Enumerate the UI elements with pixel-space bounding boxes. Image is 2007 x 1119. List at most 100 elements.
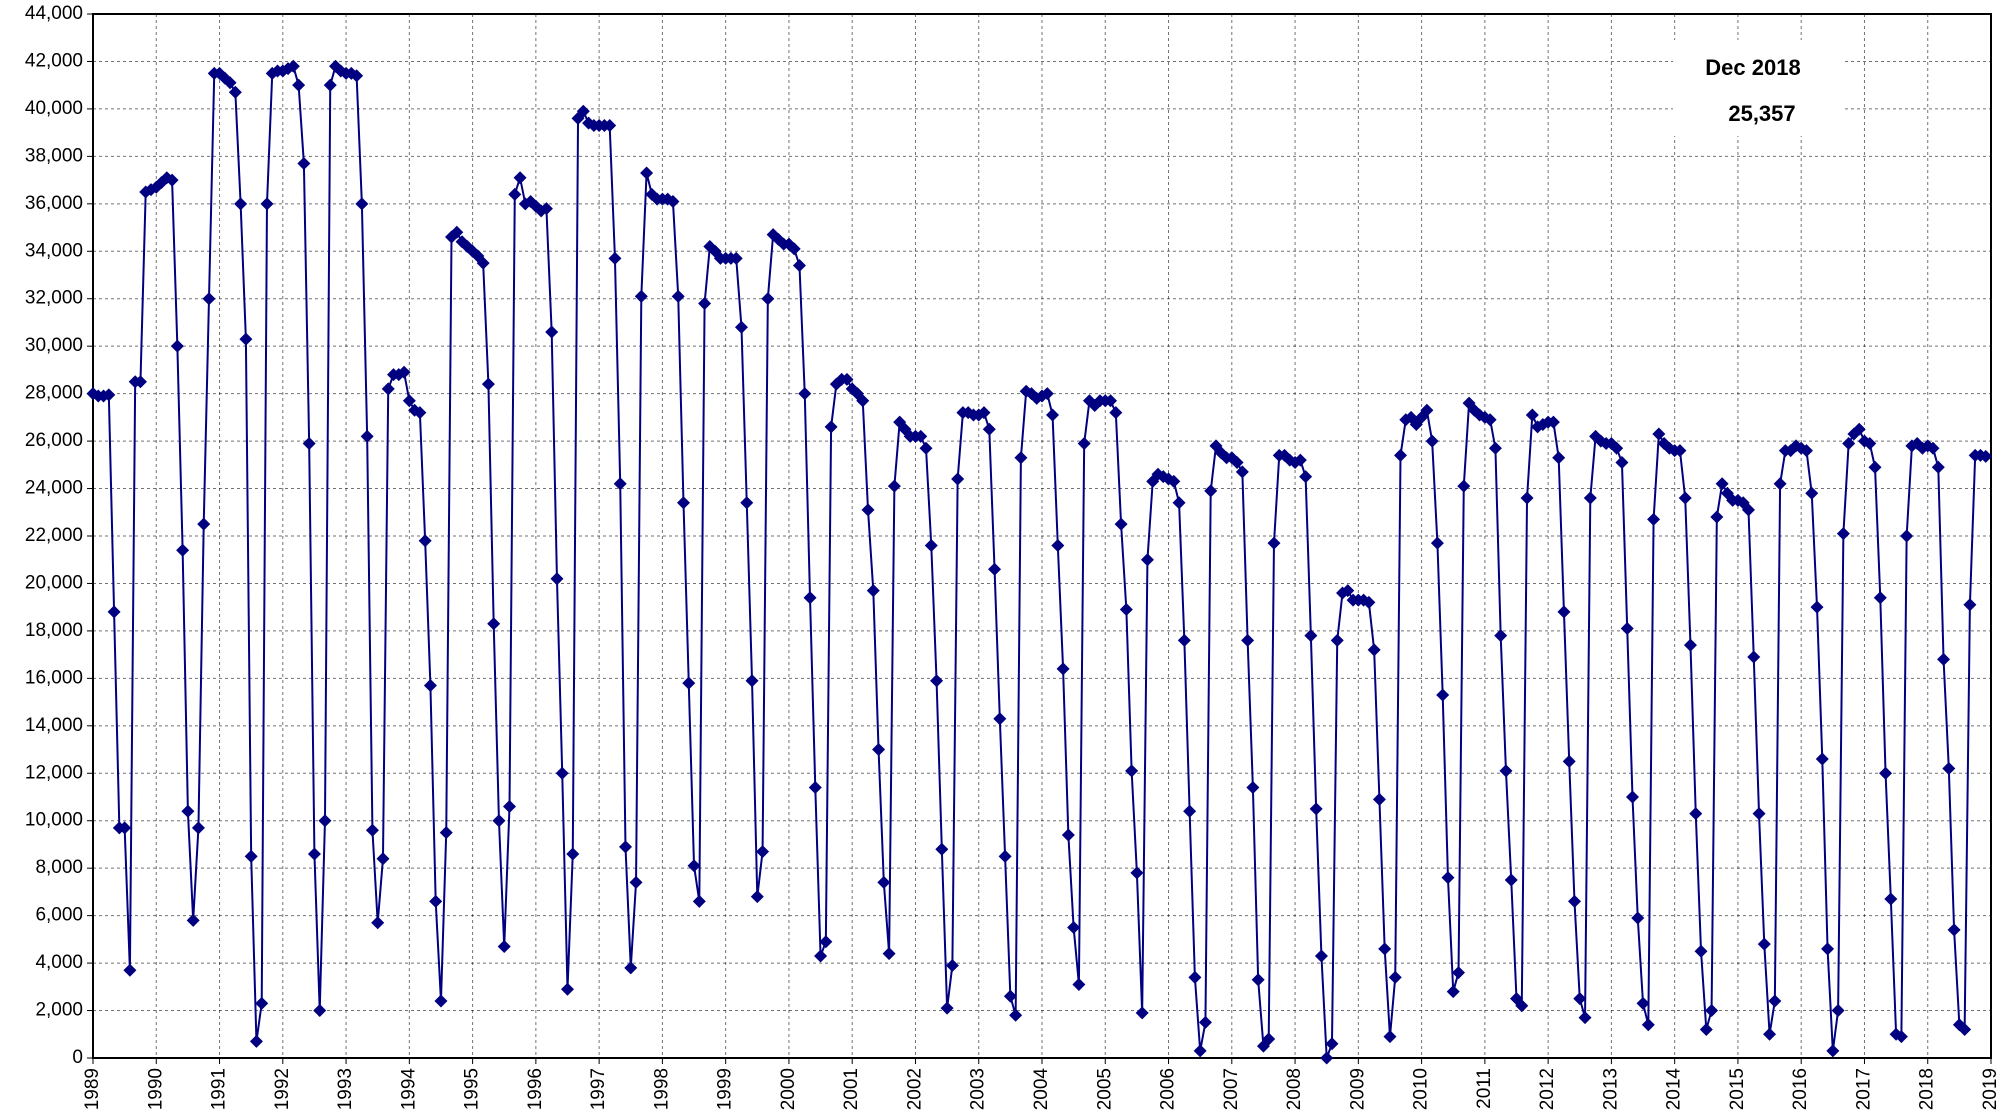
data-point bbox=[1504, 873, 1518, 887]
data-point bbox=[476, 256, 490, 270]
y-tick-label: 30,000 bbox=[25, 335, 83, 356]
data-point bbox=[1009, 1008, 1023, 1022]
x-tick-label: 2000 bbox=[778, 1068, 799, 1110]
data-point bbox=[640, 166, 654, 180]
data-point bbox=[1873, 591, 1887, 605]
data-point bbox=[756, 845, 770, 859]
data-point bbox=[1826, 1044, 1840, 1058]
data-point bbox=[550, 572, 564, 586]
data-point bbox=[1683, 638, 1697, 652]
data-point bbox=[234, 197, 248, 211]
data-point bbox=[603, 119, 617, 133]
data-point bbox=[866, 584, 880, 598]
data-point bbox=[682, 676, 696, 690]
data-point bbox=[1842, 436, 1856, 450]
data-point bbox=[1583, 491, 1597, 505]
data-point bbox=[302, 436, 316, 450]
data-point bbox=[919, 441, 933, 455]
data-point bbox=[1330, 633, 1344, 647]
data-point bbox=[181, 804, 195, 818]
data-point bbox=[882, 947, 896, 961]
x-tick-label: 2002 bbox=[904, 1068, 925, 1110]
data-point bbox=[497, 939, 511, 953]
data-point bbox=[671, 289, 685, 303]
x-tick-label: 2005 bbox=[1094, 1068, 1115, 1110]
data-point bbox=[123, 963, 137, 977]
data-point bbox=[1003, 989, 1017, 1003]
data-point bbox=[439, 826, 453, 840]
data-point bbox=[1235, 465, 1249, 479]
y-tick-label: 6,000 bbox=[35, 905, 83, 926]
data-point bbox=[102, 388, 116, 402]
data-point bbox=[1341, 584, 1355, 598]
data-point bbox=[1172, 496, 1186, 510]
y-tick-label: 22,000 bbox=[25, 525, 83, 546]
x-tick-label: 2006 bbox=[1158, 1068, 1179, 1110]
data-point bbox=[1705, 1004, 1719, 1018]
data-point bbox=[429, 894, 443, 908]
annotation: Dec 2018 25,357 bbox=[1673, 40, 1843, 136]
data-point bbox=[413, 406, 427, 420]
data-point bbox=[397, 365, 411, 379]
data-point bbox=[1230, 455, 1244, 469]
data-point bbox=[1251, 973, 1265, 987]
data-point bbox=[914, 429, 928, 443]
x-tick-label: 1990 bbox=[145, 1068, 166, 1110]
data-point bbox=[676, 496, 690, 510]
data-point bbox=[1958, 1023, 1972, 1037]
y-tick-label: 28,000 bbox=[25, 383, 83, 404]
data-point bbox=[1673, 444, 1687, 458]
data-point bbox=[887, 479, 901, 493]
data-point bbox=[1483, 413, 1497, 427]
y-tick-label: 32,000 bbox=[25, 288, 83, 309]
data-point bbox=[371, 916, 385, 930]
data-point bbox=[1884, 892, 1898, 906]
data-point bbox=[1140, 553, 1154, 567]
data-point bbox=[1388, 970, 1402, 984]
data-point bbox=[170, 339, 184, 353]
data-point bbox=[1125, 764, 1139, 778]
data-point bbox=[1104, 394, 1118, 408]
data-point bbox=[1647, 512, 1661, 526]
data-point bbox=[1894, 1030, 1908, 1044]
x-tick-label: 2017 bbox=[1853, 1068, 1874, 1110]
data-point bbox=[924, 538, 938, 552]
data-point bbox=[608, 251, 622, 265]
data-point bbox=[982, 422, 996, 436]
data-point bbox=[402, 394, 416, 408]
x-tick-label: 1991 bbox=[209, 1068, 230, 1110]
data-point bbox=[1262, 1032, 1276, 1046]
data-point bbox=[1747, 650, 1761, 664]
data-point bbox=[1420, 403, 1434, 417]
data-point bbox=[576, 104, 590, 118]
data-point bbox=[856, 394, 870, 408]
data-point bbox=[1314, 949, 1328, 963]
y-tick-label: 24,000 bbox=[25, 478, 83, 499]
data-point bbox=[798, 387, 812, 401]
plot-frame bbox=[92, 13, 1992, 1059]
data-point bbox=[1979, 449, 1993, 463]
data-point bbox=[761, 292, 775, 306]
data-point bbox=[1620, 622, 1634, 636]
x-tick-label: 2001 bbox=[841, 1068, 862, 1110]
data-point bbox=[1304, 629, 1318, 643]
data-point bbox=[323, 78, 337, 92]
data-point bbox=[466, 244, 480, 258]
data-point bbox=[1072, 977, 1086, 991]
data-point bbox=[1488, 441, 1502, 455]
data-point bbox=[993, 712, 1007, 726]
data-point bbox=[1546, 415, 1560, 429]
data-point bbox=[1193, 1044, 1207, 1058]
x-tick-label: 2010 bbox=[1411, 1068, 1432, 1110]
data-point bbox=[792, 259, 806, 273]
data-point bbox=[1636, 996, 1650, 1010]
data-point bbox=[1299, 470, 1313, 484]
data-point bbox=[692, 894, 706, 908]
data-point bbox=[1552, 451, 1566, 465]
data-point bbox=[977, 406, 991, 420]
data-point bbox=[1378, 942, 1392, 956]
y-tick-label: 36,000 bbox=[25, 193, 83, 214]
data-point bbox=[729, 251, 743, 265]
data-point bbox=[313, 1004, 327, 1018]
data-point bbox=[186, 913, 200, 927]
